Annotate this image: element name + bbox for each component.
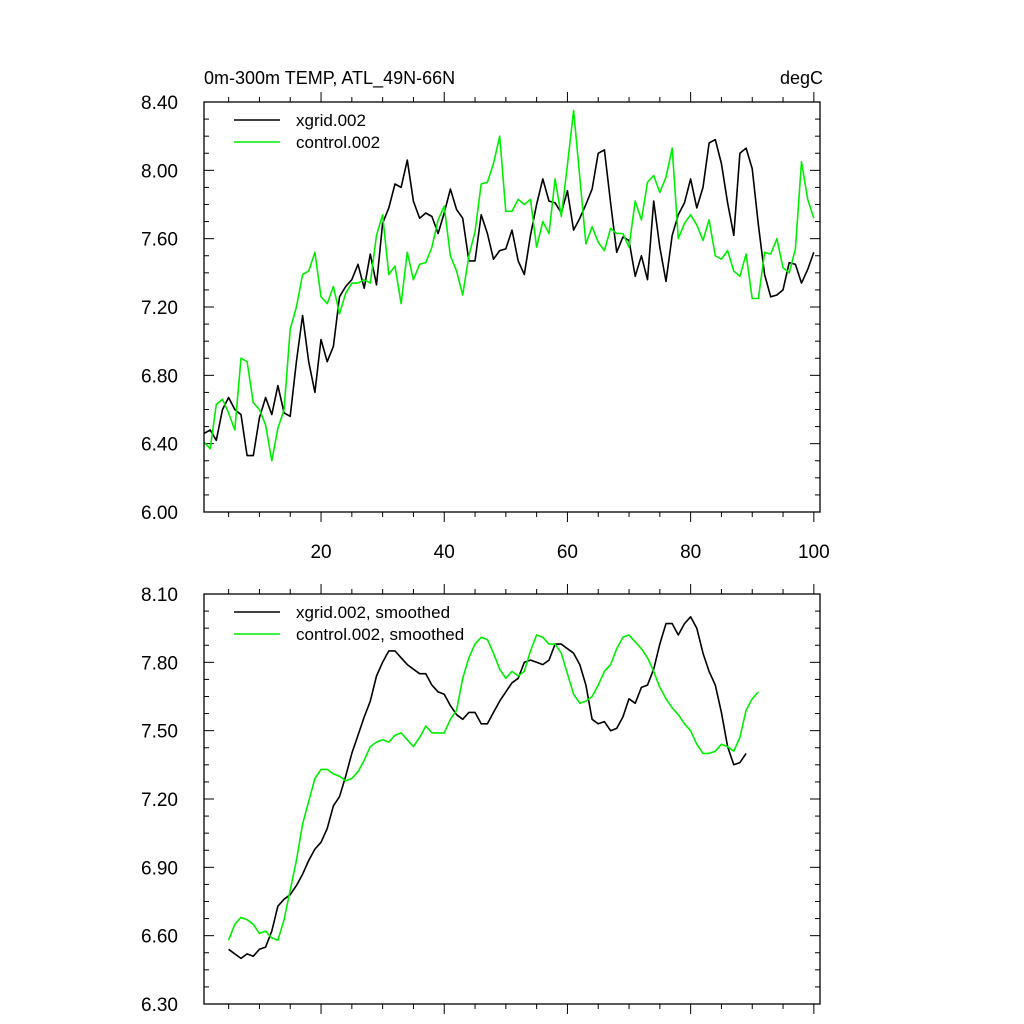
y-tick-label: 7.60 <box>141 230 178 251</box>
panel-top: 0m-300m TEMP, ATL_49N-66N degC 6.006.406… <box>141 68 830 563</box>
y-tick-label: 6.90 <box>141 858 178 879</box>
y-tick-label: 6.30 <box>141 995 178 1016</box>
y-tick-label: 6.60 <box>141 927 178 948</box>
axis-ticks <box>204 584 820 1014</box>
series-line-control <box>203 109 815 462</box>
series-layer <box>227 615 759 960</box>
y-tick-label: 7.80 <box>141 653 178 674</box>
units-label: degC <box>780 68 823 88</box>
y-tick-labels: 6.30 6.60 6.90 7.20 7.50 7.80 8.10 <box>141 585 178 1016</box>
legend-label-control: control.002 <box>296 133 380 152</box>
y-tick-label: 6.40 <box>141 435 178 456</box>
x-tick-label: 80 <box>680 542 701 563</box>
y-tick-label: 7.20 <box>141 298 178 319</box>
legend-label-control-smoothed: control.002, smoothed <box>296 625 464 644</box>
legend: xgrid.002 control.002 <box>234 111 380 152</box>
x-tick-label: 40 <box>434 542 455 563</box>
y-tick-label: 8.10 <box>141 585 178 606</box>
x-tick-label: 60 <box>557 542 578 563</box>
series-line-xgrid <box>203 138 815 457</box>
axis-ticks <box>204 92 820 522</box>
chart-title: 0m-300m TEMP, ATL_49N-66N <box>204 68 455 89</box>
series-line-xgrid <box>228 615 747 960</box>
y-tick-label: 7.50 <box>141 722 178 743</box>
y-tick-label: 6.80 <box>141 366 178 387</box>
y-tick-label: 8.00 <box>141 161 178 182</box>
panel-bottom: 6.30 6.60 6.90 7.20 7.50 7.80 8.10 xgrid.002, … <box>141 584 821 1016</box>
y-tick-labels: 6.00 6.40 6.80 7.20 7.60 8.00 8.40 <box>141 93 178 524</box>
legend-label-xgrid: xgrid.002 <box>296 111 366 130</box>
x-tick-label: 100 <box>798 542 830 563</box>
legend-label-xgrid-smoothed: xgrid.002, smoothed <box>296 603 450 622</box>
series-line-control <box>227 634 759 942</box>
y-tick-label: 7.20 <box>141 790 178 811</box>
plot-frame <box>203 101 821 513</box>
x-tick-label: 20 <box>310 542 331 563</box>
y-tick-label: 6.00 <box>141 503 178 524</box>
legend: xgrid.002, smoothed control.002, smoothe… <box>234 603 464 644</box>
plot-frame <box>203 593 821 1005</box>
series-layer <box>203 109 815 462</box>
y-tick-label: 8.40 <box>141 93 178 114</box>
x-tick-labels: 20 40 60 80 100 <box>310 542 829 563</box>
